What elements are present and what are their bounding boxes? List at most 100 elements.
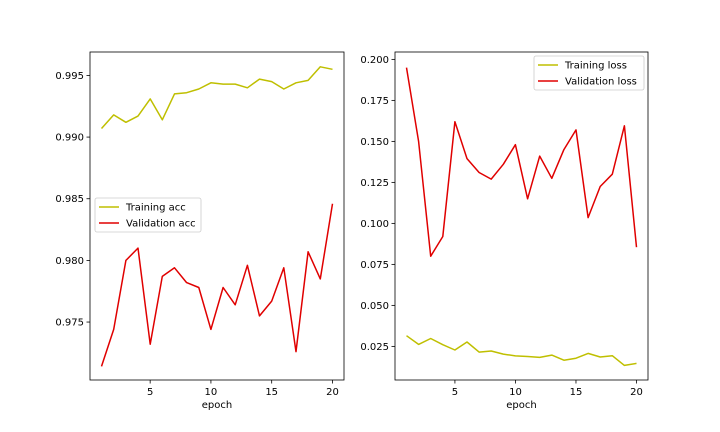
data-point [198,286,200,288]
data-point [611,173,613,175]
data-point [234,304,236,306]
data-point [430,337,432,339]
legend-label: Training loss [564,61,627,72]
data-point [149,343,151,345]
plot-frame [89,51,345,381]
data-point [210,328,212,330]
x-tick-label: 5 [147,387,153,398]
data-point [539,155,541,157]
data-point [295,350,297,352]
data-point [635,362,637,364]
series-line-2 [405,67,638,257]
y-tick-label: 0.980 [55,256,84,267]
data-point [575,357,577,359]
series-line-1 [406,335,637,367]
y-tick-label: 0.200 [360,55,389,66]
data-point [283,267,285,269]
legend-box [94,197,202,233]
data-point [198,88,200,90]
chart-2: 5 10 15 20 0.025 0.050 0.075 0.100 0.125 0.150 0.1… [360,51,649,411]
data-point [611,355,613,357]
x-tick-label: 20 [630,387,643,398]
data-point [417,343,419,345]
data-point [100,365,102,367]
data-point [246,264,248,266]
data-point [222,83,224,85]
y-tick-label: 0.075 [360,260,389,271]
x-axis-label: epoch [202,400,232,411]
data-point [635,246,637,248]
data-point [149,98,151,100]
x-tick-label: 15 [265,387,278,398]
y-tick-label: 0.995 [55,71,84,82]
data-point [185,281,187,283]
data-point [490,178,492,180]
data-point [295,82,297,84]
data-point [319,66,321,68]
data-point [551,354,553,356]
data-point [271,300,273,302]
data-point [271,80,273,82]
data-point [587,216,589,218]
data-point [161,119,163,121]
data-point [113,328,115,330]
data-point [502,163,504,165]
data-point [599,185,601,187]
data-point [466,341,468,343]
legend-label: Validation loss [565,77,637,88]
data-point [307,251,309,253]
data-point [405,66,407,68]
data-point [526,355,528,357]
x-tick-label: 10 [205,387,218,398]
data-point [563,359,565,361]
data-point [113,114,115,116]
data-point [331,203,333,205]
data-point [222,286,224,288]
data-point [526,198,528,200]
y-tick-label: 0.975 [55,318,84,329]
data-point [173,93,175,95]
data-point [258,78,260,80]
x-axis-label: epoch [506,400,536,411]
data-point [539,356,541,358]
y-tick-label: 0.985 [55,194,84,205]
legend-label: Training acc [125,203,186,214]
legend-box [533,55,645,91]
data-point [283,88,285,90]
data-point [319,278,321,280]
legend: Training loss Validation loss [533,55,645,91]
y-tick-label: 0.125 [360,178,389,189]
data-point [551,177,553,179]
data-point [454,121,456,123]
y-tick-label: 0.100 [360,219,389,230]
data-point [478,351,480,353]
data-point [137,115,139,117]
data-point [137,247,139,249]
data-point [161,275,163,277]
data-point [210,82,212,84]
data-point [173,267,175,269]
y-tick-label: 0.175 [360,96,389,107]
data-point [100,127,102,129]
data-point [417,140,419,142]
data-point [430,255,432,257]
x-tick-label: 10 [509,387,522,398]
data-point [514,355,516,357]
data-point [258,315,260,317]
data-point [623,125,625,127]
data-point [185,92,187,94]
data-point [575,129,577,131]
y-tick-label: 0.990 [55,133,84,144]
data-point [307,79,309,81]
chart-1: 5 10 15 20 0.975 0.980 0.985 0.990 0.995 epoch Tra… [55,51,345,411]
x-tick-label: 5 [452,387,458,398]
series-line-1 [100,66,333,130]
x-tick-label: 20 [326,387,339,398]
data-point [125,121,127,123]
legend: Training acc Validation acc [94,197,202,233]
data-point [442,344,444,346]
data-point [246,87,248,89]
data-point [478,171,480,173]
series-line-2 [100,203,334,367]
data-point [599,356,601,358]
